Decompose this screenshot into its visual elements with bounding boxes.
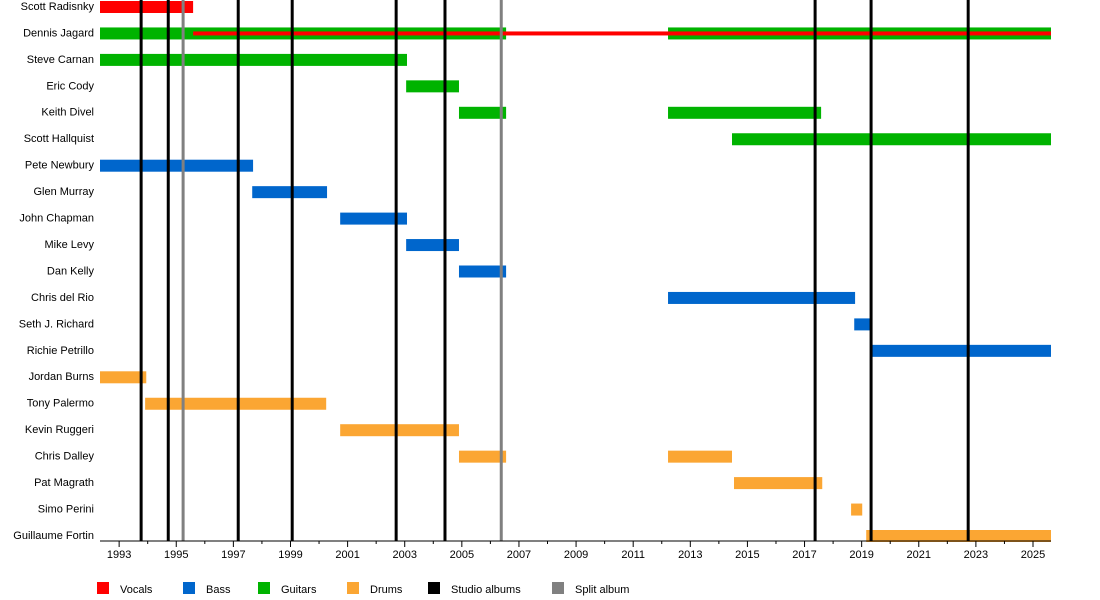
member-bar — [732, 133, 1051, 146]
member-name: Eric Cody — [46, 80, 94, 92]
member-bar — [145, 397, 327, 410]
member-bar — [340, 212, 408, 225]
legend-swatch — [258, 582, 270, 594]
member-bar — [458, 265, 507, 278]
member-name: Pete Newbury — [25, 160, 95, 172]
member-bar — [871, 344, 1051, 357]
member-name: Scott Hallquist — [24, 133, 94, 145]
x-tick-label: 1997 — [221, 549, 245, 561]
member-name: Dan Kelly — [47, 265, 95, 277]
member-bar — [406, 239, 459, 252]
x-tick-label: 2005 — [450, 549, 474, 561]
member-bar — [668, 450, 733, 463]
legend-label: Guitars — [281, 584, 317, 596]
legend-label: Split album — [575, 584, 629, 596]
member-bar — [100, 1, 194, 13]
x-tick-label: 2017 — [792, 549, 816, 561]
legend-label: Vocals — [120, 584, 153, 596]
x-tick-label: 2001 — [335, 549, 359, 561]
x-tick-label: 2015 — [735, 549, 759, 561]
member-name: Pat Magrath — [34, 477, 94, 489]
member-bar — [866, 530, 1051, 542]
x-tick-label: 2021 — [907, 549, 931, 561]
member-bar — [100, 159, 254, 172]
member-name: Simo Perini — [38, 503, 94, 515]
x-tick-label: 1999 — [278, 549, 302, 561]
member-name: Richie Petrillo — [27, 345, 94, 357]
member-bar — [193, 31, 1052, 36]
member-name: Guillaume Fortin — [13, 530, 94, 542]
member-bar — [734, 477, 823, 490]
member-bar — [668, 291, 856, 304]
legend-label: Studio albums — [451, 584, 521, 596]
member-bar — [340, 424, 459, 437]
legend-swatch — [428, 582, 440, 594]
x-tick-label: 2011 — [621, 549, 645, 561]
member-name: Glen Murray — [33, 186, 94, 198]
member-name: Dennis Jagard — [23, 27, 94, 39]
member-name: Scott Radisnky — [21, 1, 95, 13]
x-tick-label: 2023 — [964, 549, 988, 561]
member-bar — [458, 450, 507, 463]
x-tick-label: 2025 — [1021, 549, 1045, 561]
member-name: Chris del Rio — [31, 292, 94, 304]
legend-label: Drums — [370, 584, 403, 596]
member-name: Kevin Ruggeri — [25, 424, 94, 436]
x-tick-label: 2009 — [564, 549, 588, 561]
legend-swatch — [183, 582, 195, 594]
member-bar — [458, 106, 507, 119]
x-tick-label: 1993 — [107, 549, 131, 561]
legend-swatch — [347, 582, 359, 594]
member-bar — [252, 186, 328, 199]
x-tick-label: 2019 — [849, 549, 873, 561]
member-bar — [668, 106, 822, 119]
member-name: Jordan Burns — [29, 371, 95, 383]
legend-label: Bass — [206, 584, 231, 596]
member-bar — [406, 80, 459, 93]
member-name: Chris Dalley — [35, 451, 95, 463]
member-name: Mike Levy — [44, 239, 94, 251]
x-tick-label: 2003 — [392, 549, 416, 561]
member-name: Steve Carnan — [27, 54, 94, 66]
member-bar — [854, 318, 872, 331]
member-bar — [100, 371, 147, 384]
member-name: Keith Divel — [41, 107, 94, 119]
member-name: Tony Palermo — [27, 398, 94, 410]
x-tick-label: 2007 — [507, 549, 531, 561]
x-tick-label: 1995 — [164, 549, 188, 561]
member-name: Seth J. Richard — [19, 318, 94, 330]
member-bar — [100, 53, 408, 66]
legend-swatch — [552, 582, 564, 594]
member-bar — [851, 503, 863, 516]
legend-swatch — [97, 582, 109, 594]
x-tick-label: 2013 — [678, 549, 702, 561]
member-name: John Chapman — [19, 213, 94, 225]
